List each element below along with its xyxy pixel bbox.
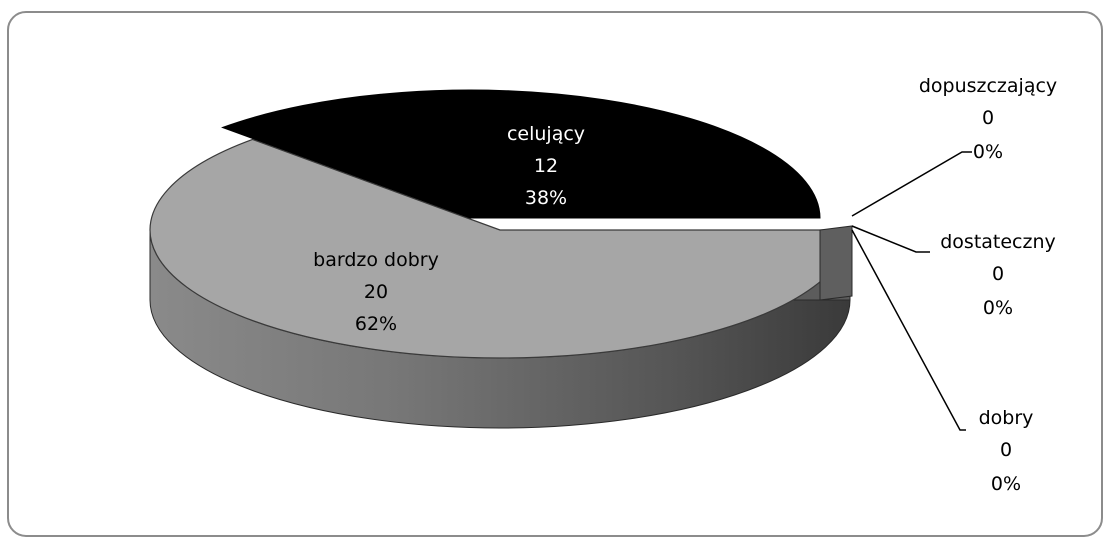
data-label-dostateczny-name: dostateczny	[940, 231, 1056, 253]
data-label-dobry: dobry 0 0%	[979, 407, 1034, 495]
data-label-dostateczny-percent: 0%	[983, 297, 1013, 319]
data-label-dostateczny: dostateczny 0 0%	[940, 231, 1056, 319]
data-label-celujacy-value: 12	[534, 155, 558, 177]
data-label-bardzo-dobry: bardzo dobry 20 62%	[313, 249, 439, 335]
slice-celujacy	[221, 89, 821, 219]
data-label-dobry-value: 0	[1000, 439, 1012, 461]
slice-zero-values	[819, 225, 853, 301]
leader-line-dopuszczajacy	[851, 151, 972, 217]
data-label-dobry-percent: 0%	[991, 473, 1021, 495]
data-label-dostateczny-value: 0	[992, 263, 1004, 285]
data-label-dobry-name: dobry	[979, 407, 1034, 429]
leader-line-dostateczny	[851, 225, 930, 253]
data-label-dopuszczajacy-value: 0	[982, 107, 994, 129]
leader-lines	[851, 151, 972, 431]
data-label-celujacy-name: celujący	[507, 123, 585, 145]
data-label-dopuszczajacy-percent: 0%	[973, 141, 1003, 163]
data-label-dopuszczajacy-name: dopuszczający	[919, 75, 1057, 97]
slice-bardzo-dobry	[149, 138, 851, 359]
data-label-celujacy: celujący 12 38%	[507, 123, 585, 209]
leader-line-dobry	[851, 229, 966, 431]
data-label-bardzo-dobry-value: 20	[364, 281, 388, 303]
data-label-bardzo-dobry-percent: 62%	[355, 313, 397, 335]
data-label-bardzo-dobry-name: bardzo dobry	[313, 249, 439, 271]
data-label-dopuszczajacy: dopuszczający 0 0%	[919, 75, 1057, 163]
data-label-celujacy-percent: 38%	[525, 187, 567, 209]
